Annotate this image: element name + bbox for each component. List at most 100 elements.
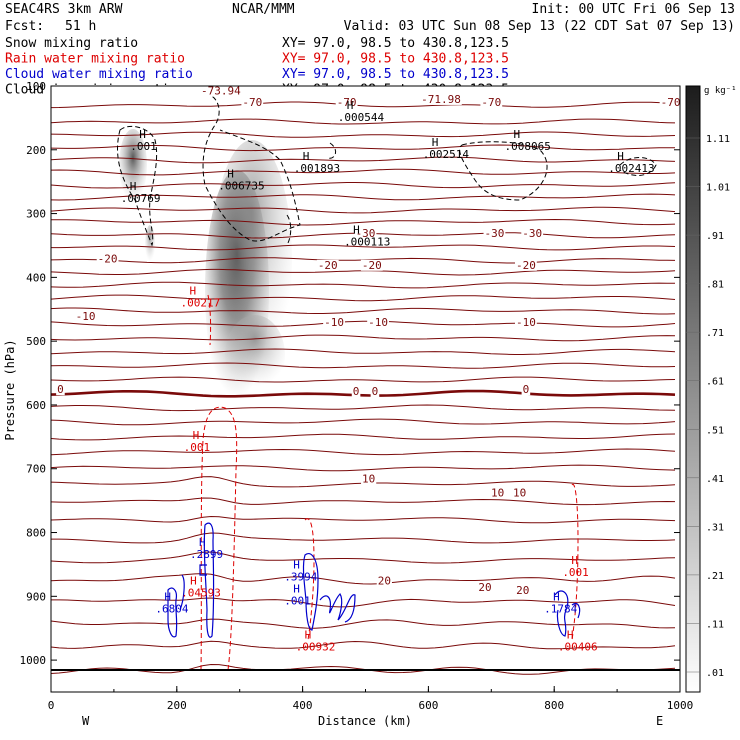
temp-label-bg (521, 384, 531, 396)
temp-label-14: -10 (76, 310, 96, 323)
y-tick-label-5: 600 (26, 399, 46, 412)
maximum-marker-19: H (567, 629, 574, 642)
temp-label-bg (514, 259, 537, 271)
snow-shading-lower (225, 315, 285, 395)
temp-label-bg (512, 487, 528, 499)
maximum-marker-14: H (293, 583, 300, 596)
maximum-marker-11: H (199, 536, 206, 549)
colorbar-label-4: .71 (706, 328, 724, 339)
maximum-marker-4: H (303, 150, 310, 163)
axes: 0 200 400 600 800 100010020030040050060070080… (20, 80, 694, 712)
legend-name-1: Rain water mixing ratio (5, 52, 185, 67)
temp-label-bg (659, 97, 680, 109)
colorbar (685, 85, 701, 693)
maximum-marker-2: H (432, 136, 439, 149)
maximum-marker-17: H (571, 554, 578, 567)
rain-water-contours (200, 294, 579, 671)
maximum-value-3: .008065 (504, 140, 550, 153)
temp-label-bg (521, 227, 544, 239)
isotherm-line (51, 362, 676, 369)
plot-area: -73.94-70 -70-71.98 -70-70 -70-30 -30 -30-20-… (51, 85, 681, 692)
legend-name-2: Cloud water mixing ratio (5, 67, 193, 82)
y-tick-label-3: 400 (26, 271, 46, 284)
temp-label-bg (56, 384, 65, 396)
maximum-value-2: .002514 (423, 148, 470, 161)
temp-label-bg (420, 93, 462, 105)
temp-label-bg (200, 86, 242, 97)
maximum-value-6: .006735 (218, 179, 264, 192)
temp-label-19: 0 (353, 385, 360, 398)
temp-label-27: 20 (516, 584, 529, 597)
maximum-value-10: .001 (184, 441, 211, 454)
maximum-marker-18: H (305, 629, 312, 642)
maximum-value-5: .002413 (608, 162, 654, 175)
isotherm-line (51, 348, 676, 355)
y-tick-label-6: 700 (26, 463, 46, 476)
y-tick-label-9: 1000 (20, 654, 47, 667)
temp-label-20: 0 (372, 385, 379, 398)
model-title: SEAC4RS 3km ARW (5, 2, 123, 17)
maximum-value-9: .00217 (181, 297, 221, 310)
y-tick-label-2: 300 (26, 208, 46, 221)
isotherm-line (51, 244, 676, 251)
y-tick-label-8: 900 (26, 590, 46, 603)
temp-label-10: -20 (98, 252, 118, 265)
temp-label-bg (351, 386, 361, 398)
colorbar-label-8: .31 (706, 522, 724, 533)
valid-time: Valid: 03 UTC Sun 08 Sep 13 (22 CDT Sat … (344, 19, 735, 34)
temp-label-bg (376, 575, 392, 587)
maximum-value-1: .001 (130, 140, 157, 153)
temp-label-13: -20 (516, 259, 536, 272)
isotherm-line (51, 551, 676, 564)
colorbar-unit: g kg⁻¹ (704, 86, 737, 96)
legend-name-0: Snow mixing ratio (5, 36, 138, 51)
x-tick-label-4: 800 (544, 699, 564, 712)
temp-label-bg (489, 487, 506, 499)
isotherm-line (51, 281, 676, 289)
maximum-value-8: .000113 (344, 235, 390, 248)
isotherm-line (51, 597, 676, 608)
isotherm-line (51, 307, 676, 315)
maximum-value-7: .00769 (121, 192, 161, 205)
cloud-water-contours (167, 522, 581, 638)
x-axis-west: W (82, 714, 90, 728)
temp-label-5: -70 (242, 96, 262, 109)
x-tick-label-2: 400 (293, 699, 313, 712)
maximum-marker-8: H (353, 223, 360, 236)
forecast-label: Fcst: (5, 19, 44, 34)
maximum-marker-16: H (553, 590, 560, 603)
isotherm-line (51, 294, 676, 302)
maximum-marker-1: H (139, 128, 146, 141)
isotherm-line (51, 464, 676, 472)
maximum-marker-10: H (193, 429, 200, 442)
maximum-value-18: .00932 (296, 641, 336, 654)
x-tick-label-1: 200 (167, 699, 187, 712)
isotherm-line (51, 320, 676, 328)
isotherm-line (51, 182, 676, 189)
temp-label-4: -70 (661, 96, 681, 109)
temperature-contours (51, 101, 676, 675)
isotherm-line (51, 101, 676, 109)
isotherm-line (51, 206, 676, 214)
maximum-marker-13: H (190, 574, 197, 587)
legend-xy-1: XY= 97.0, 98.5 to 430.8,123.5 (282, 52, 509, 67)
temp-label-7: -30 (356, 227, 376, 240)
temp-label-16: -10 (368, 316, 388, 329)
maximum-marker-15: H (164, 590, 171, 603)
isotherm-line (51, 144, 675, 152)
temp-label-bg (515, 585, 531, 597)
temp-label-bg (74, 310, 97, 322)
maximum-value-17: .001 (562, 566, 589, 579)
colorbar-label-6: .51 (706, 425, 724, 436)
colorbar-label-1: 1.01 (706, 183, 730, 194)
snow-shading-east (212, 140, 292, 380)
contour-labels: -73.94-70 -70-71.98 -70-70 -70-30 -30 -30-20-… (56, 85, 681, 654)
forecast-hours: 51 h (65, 19, 96, 34)
maximum-marker-3: H (513, 128, 520, 141)
temp-label-0: -73.94 (201, 85, 241, 98)
temp-label-1: -70 (337, 96, 357, 109)
colorbar-label-10: .11 (706, 619, 724, 630)
colorbar-labels: 1.11 1.01 .91 .81 .71 .61 .51 .41 .31 .21 .11 .01 (686, 134, 730, 679)
isotherm-line (51, 118, 676, 125)
